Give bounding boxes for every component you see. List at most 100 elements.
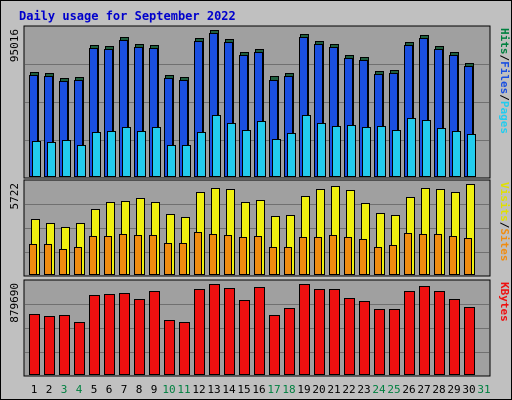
bar-sites-29 (449, 236, 457, 275)
bar-pages-22 (347, 125, 356, 177)
y-tick-label-middle: 5722 (8, 183, 21, 210)
bar-kbytes-10 (164, 320, 175, 375)
bar-sites-9 (149, 235, 157, 275)
bar-sites-21 (329, 235, 337, 275)
bar-kbytes-5 (89, 295, 100, 375)
bar-pages-17 (272, 139, 281, 177)
legend-entry-top-4: Pages (498, 101, 511, 134)
bar-pages-1 (32, 141, 41, 177)
bar-sites-1 (29, 244, 37, 275)
x-tick-label-9: 9 (151, 383, 158, 396)
x-tick-label-2: 2 (46, 383, 53, 396)
x-tick-label-15: 15 (237, 383, 250, 396)
bar-pages-20 (317, 123, 326, 177)
bar-kbytes-15 (239, 300, 250, 375)
series-pages (32, 115, 476, 177)
bar-kbytes-17 (269, 315, 280, 375)
x-tick-label-3: 3 (61, 383, 68, 396)
bar-pages-8 (137, 131, 146, 177)
chart-title: Daily usage for September 2022 (19, 9, 236, 23)
bar-kbytes-7 (119, 293, 130, 375)
bar-pages-2 (47, 142, 56, 177)
bar-kbytes-30 (464, 307, 475, 375)
bar-kbytes-14 (224, 288, 235, 375)
x-tick-label-12: 12 (192, 383, 205, 396)
bar-kbytes-26 (404, 291, 415, 375)
bar-sites-15 (239, 237, 247, 275)
x-tick-label-25: 25 (387, 383, 400, 396)
bar-pages-4 (77, 145, 86, 177)
x-tick-label-20: 20 (312, 383, 325, 396)
bar-pages-25 (392, 130, 401, 177)
bar-pages-24 (377, 126, 386, 177)
x-tick-label-17: 17 (267, 383, 280, 396)
bar-kbytes-6 (104, 294, 115, 375)
x-tick-label-27: 27 (417, 383, 430, 396)
bar-sites-23 (359, 239, 367, 275)
bar-kbytes-22 (344, 298, 355, 375)
series-sites (29, 232, 472, 275)
bar-pages-19 (302, 115, 311, 177)
bar-sites-10 (164, 243, 172, 275)
bar-kbytes-23 (359, 301, 370, 375)
bar-sites-4 (74, 247, 82, 275)
x-tick-label-30: 30 (462, 383, 475, 396)
bar-pages-6 (107, 131, 116, 177)
bar-pages-3 (62, 140, 71, 177)
bar-kbytes-20 (314, 289, 325, 375)
bar-sites-6 (104, 236, 112, 275)
x-tick-label-24: 24 (372, 383, 386, 396)
x-tick-label-14: 14 (222, 383, 236, 396)
bar-kbytes-29 (449, 299, 460, 375)
bar-sites-19 (299, 237, 307, 275)
bar-pages-21 (332, 126, 341, 177)
legend-top: Hits/Files/Pages (498, 28, 511, 134)
bar-sites-27 (419, 234, 427, 275)
bar-pages-10 (167, 145, 176, 177)
bar-pages-15 (242, 130, 251, 177)
bar-pages-26 (407, 118, 416, 177)
x-tick-label-22: 22 (342, 383, 355, 396)
bar-kbytes-11 (179, 322, 190, 375)
x-tick-label-4: 4 (76, 383, 83, 396)
bar-sites-25 (389, 245, 397, 275)
bar-pages-11 (182, 145, 191, 177)
bar-sites-11 (179, 243, 187, 275)
legend-middle: Visits/Sites (498, 182, 511, 262)
bar-sites-22 (344, 237, 352, 275)
series-kbytes (29, 284, 475, 375)
bar-kbytes-13 (209, 284, 220, 375)
x-tick-label-8: 8 (136, 383, 143, 396)
bar-sites-26 (404, 233, 412, 275)
bar-pages-27 (422, 120, 431, 177)
bar-pages-7 (122, 127, 131, 177)
legend-entry-middle-2: Sites (498, 228, 511, 261)
x-tick-label-21: 21 (327, 383, 340, 396)
x-tick-label-18: 18 (282, 383, 295, 396)
bar-sites-30 (464, 238, 472, 275)
x-tick-label-7: 7 (121, 383, 128, 396)
legend-entry-bottom-0: KBytes (498, 282, 511, 322)
bar-sites-8 (134, 235, 142, 275)
bar-kbytes-19 (299, 284, 310, 375)
x-tick-label-23: 23 (357, 383, 370, 396)
bar-sites-18 (284, 247, 292, 275)
bar-sites-2 (44, 244, 52, 275)
bar-kbytes-27 (419, 286, 430, 375)
bar-sites-14 (224, 235, 232, 275)
bar-pages-16 (257, 121, 266, 177)
legend-entry-top-3: / (498, 94, 511, 101)
legend-entry-top-1: / (498, 55, 511, 62)
bar-pages-30 (467, 134, 476, 177)
x-tick-label-1: 1 (31, 383, 38, 396)
bar-sites-16 (254, 236, 262, 275)
bar-sites-5 (89, 236, 97, 275)
bar-kbytes-28 (434, 291, 445, 375)
legend-bottom: KBytes (498, 282, 511, 322)
bar-sites-28 (434, 234, 442, 275)
legend-entry-top-0: Hits (498, 28, 511, 55)
x-tick-label-5: 5 (91, 383, 98, 396)
bar-kbytes-9 (149, 291, 160, 375)
bar-kbytes-21 (329, 289, 340, 375)
